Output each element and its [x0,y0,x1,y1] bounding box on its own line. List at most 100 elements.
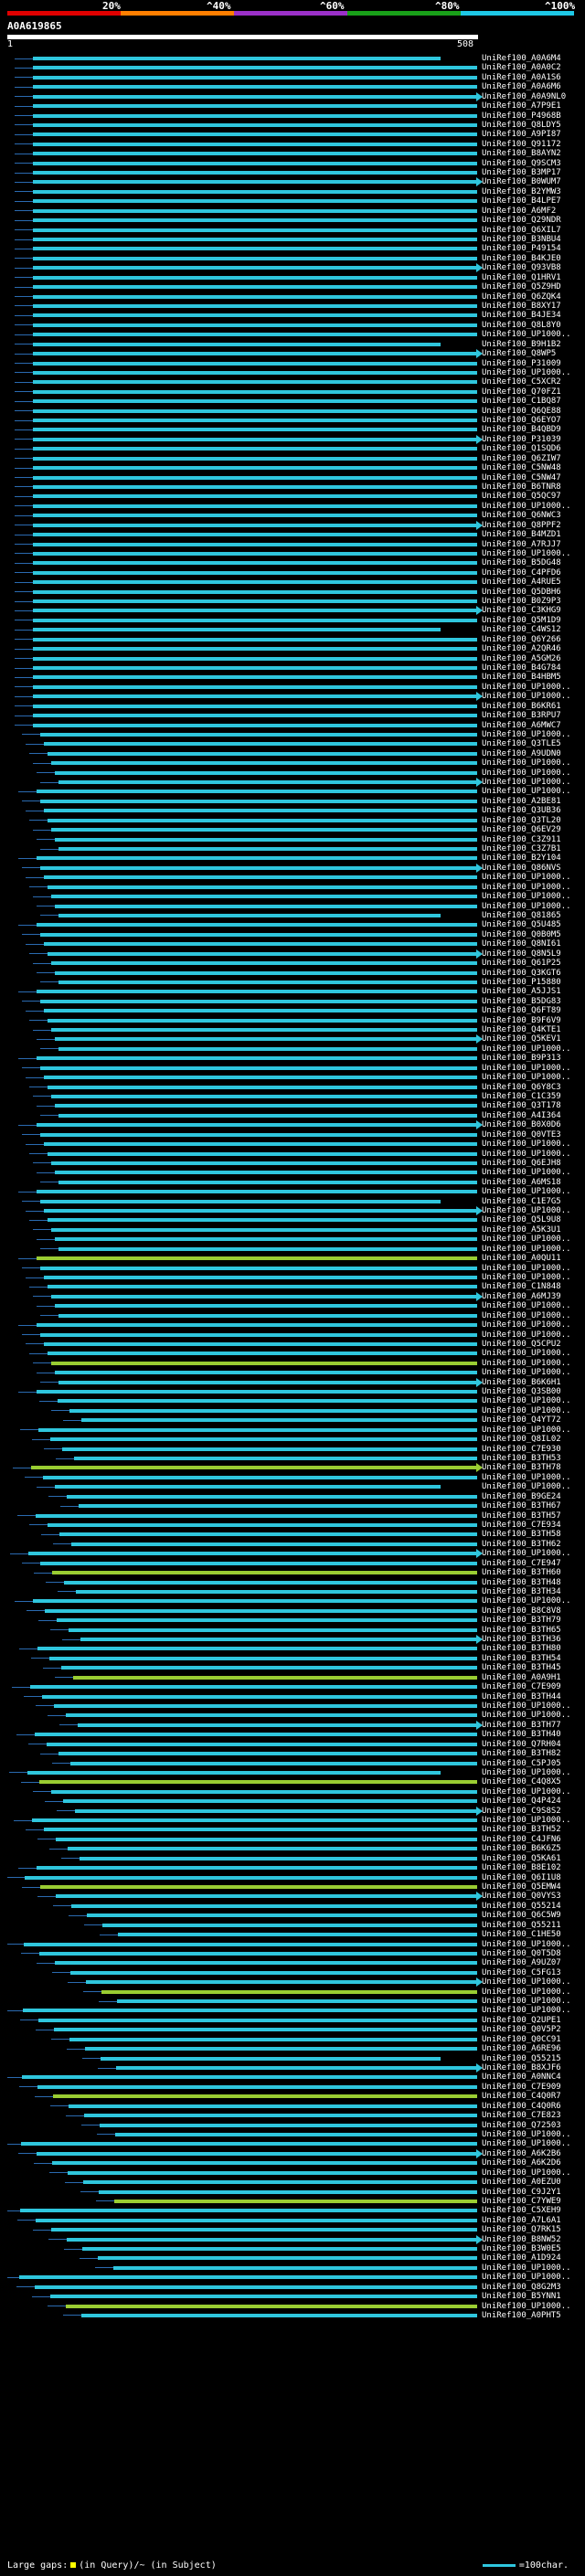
hit-label[interactable]: UniRef100_Q5U485 [482,920,561,930]
hit-label[interactable]: UniRef100_B4MZD1 [482,530,561,540]
hit-label[interactable]: UniRef100_UP1000.. [482,2129,571,2139]
hit-row[interactable]: UniRef100_C1N848 [0,1282,585,1291]
hit-bar[interactable] [40,799,477,803]
hit-row[interactable]: UniRef100_C5FG13 [0,1968,585,1977]
hit-bar[interactable] [40,1885,477,1889]
hit-label[interactable]: UniRef100_UP1000.. [482,1396,571,1406]
hit-row[interactable]: UniRef100_UP1000.. [0,1988,585,1997]
hit-row[interactable]: UniRef100_B4MZD1 [0,530,585,539]
hit-bar[interactable] [33,66,477,70]
hit-bar[interactable] [33,122,477,127]
hit-label[interactable]: UniRef100_B3TH62 [482,1539,561,1549]
hit-bar[interactable] [33,389,477,394]
hit-label[interactable]: UniRef100_C3Z7B1 [482,844,561,854]
hit-label[interactable]: UniRef100_Q5KA61 [482,1853,561,1863]
hit-bar[interactable] [33,599,477,604]
hit-bar[interactable] [51,1028,477,1033]
hit-row[interactable]: UniRef100_C4JFN6 [0,1835,585,1844]
hit-row[interactable]: UniRef100_Q8IL02 [0,1435,585,1444]
hit-row[interactable]: UniRef100_B3TH45 [0,1663,585,1672]
hit-bar[interactable] [58,1399,477,1404]
hit-label[interactable]: UniRef100_A0A0C2 [482,63,561,73]
hit-label[interactable]: UniRef100_Q3T178 [482,1101,561,1111]
hit-row[interactable]: UniRef100_B3TH79 [0,1616,585,1625]
hit-label[interactable]: UniRef100_A6RE96 [482,2044,561,2054]
hit-label[interactable]: UniRef100_Q3KGT6 [482,968,561,978]
hit-label[interactable]: UniRef100_Q6C5W9 [482,1911,561,1921]
hit-bar[interactable] [33,447,477,451]
hit-label[interactable]: UniRef100_UP1000.. [482,1816,571,1826]
hit-bar[interactable] [40,1199,441,1203]
hit-row[interactable]: UniRef100_Q5EMW4 [0,1882,585,1892]
hit-label[interactable]: UniRef100_Q5CPU2 [482,1339,561,1349]
hit-row[interactable]: UniRef100_C5XCR2 [0,377,585,387]
hit-label[interactable]: UniRef100_Q8L8Y0 [482,320,561,330]
hit-row[interactable]: UniRef100_UP1000.. [0,2263,585,2273]
hit-label[interactable]: UniRef100_B3W0E5 [482,2244,561,2254]
hit-bar[interactable] [33,161,477,165]
hit-bar[interactable] [51,1227,477,1232]
hit-label[interactable]: UniRef100_Q6ZQK4 [482,292,561,302]
hit-row[interactable]: UniRef100_Q91172 [0,140,585,149]
hit-bar[interactable] [38,1427,477,1432]
hit-label[interactable]: UniRef100_Q6EJH8 [482,1158,561,1168]
hit-row[interactable]: UniRef100_B3W0E5 [0,2244,585,2253]
hit-row[interactable]: UniRef100_UP1000.. [0,1150,585,1159]
hit-label[interactable]: UniRef100_UP1000.. [482,2139,571,2149]
hit-bar[interactable] [67,2234,483,2244]
hit-row[interactable]: UniRef100_B4G784 [0,663,585,673]
hit-label[interactable]: UniRef100_UP1000.. [482,758,571,769]
hit-row[interactable]: UniRef100_C5NW47 [0,473,585,482]
hit-label[interactable]: UniRef100_P4968B [482,111,561,121]
hit-bar[interactable] [40,1561,477,1565]
hit-label[interactable]: UniRef100_Q6QE88 [482,406,561,416]
hit-row[interactable]: UniRef100_UP1000.. [0,902,585,911]
hit-bar[interactable] [33,533,477,537]
hit-label[interactable]: UniRef100_C4WS12 [482,625,561,635]
hit-row[interactable]: UniRef100_Q61P25 [0,959,585,968]
hit-bar[interactable] [69,2037,477,2041]
hit-label[interactable]: UniRef100_UP1000.. [482,1425,571,1435]
hit-bar[interactable] [33,177,483,187]
hit-bar[interactable] [33,589,477,594]
hit-bar[interactable] [113,2265,477,2270]
hit-bar[interactable] [33,399,477,404]
hit-label[interactable]: UniRef100_Q1HRV1 [482,272,561,282]
hit-bar[interactable] [33,199,477,204]
hit-bar[interactable] [33,606,483,616]
hit-bar[interactable] [52,2161,477,2166]
hit-bar[interactable] [37,1647,477,1651]
hit-label[interactable]: UniRef100_B9P313 [482,1054,561,1064]
hit-bar[interactable] [69,1627,477,1632]
hit-label[interactable]: UniRef100_UP1000.. [482,2301,571,2311]
hit-row[interactable]: UniRef100_Q8N5L9 [0,949,585,959]
hit-label[interactable]: UniRef100_A7L6A1 [482,2215,561,2225]
hit-label[interactable]: UniRef100_UP1000.. [482,1472,571,1482]
hit-bar[interactable] [37,1190,477,1194]
hit-row[interactable]: UniRef100_UP1000.. [0,1264,585,1273]
hit-row[interactable]: UniRef100_UP1000.. [0,1245,585,1254]
hit-row[interactable]: UniRef100_A0NNC4 [0,2072,585,2082]
hit-row[interactable]: UniRef100_A0A6M6 [0,82,585,91]
hit-label[interactable]: UniRef100_UP1000.. [482,778,571,788]
hit-row[interactable]: UniRef100_UP1000.. [0,1311,585,1320]
hit-bar[interactable] [40,932,477,937]
hit-row[interactable]: UniRef100_UP1000.. [0,778,585,788]
hit-row[interactable]: UniRef100_A6MWC7 [0,721,585,730]
hit-bar[interactable] [70,1970,477,1975]
hit-bar[interactable] [48,1352,477,1356]
hit-bar[interactable] [33,238,477,242]
hit-bar[interactable] [48,1218,477,1223]
hit-bar[interactable] [48,1018,477,1023]
hit-row[interactable]: UniRef100_Q81865 [0,911,585,920]
hit-bar[interactable] [48,949,483,959]
hit-bar[interactable] [55,1961,477,1966]
hit-bar[interactable] [50,1437,477,1442]
hit-bar[interactable] [51,895,477,899]
hit-bar[interactable] [116,2063,483,2073]
hit-row[interactable]: UniRef100_Q3TLE5 [0,739,585,748]
hit-bar[interactable] [37,790,477,794]
hit-bar[interactable] [33,171,477,175]
hit-row[interactable]: UniRef100_UP1000.. [0,1711,585,1720]
hit-row[interactable]: UniRef100_B4JE34 [0,311,585,320]
